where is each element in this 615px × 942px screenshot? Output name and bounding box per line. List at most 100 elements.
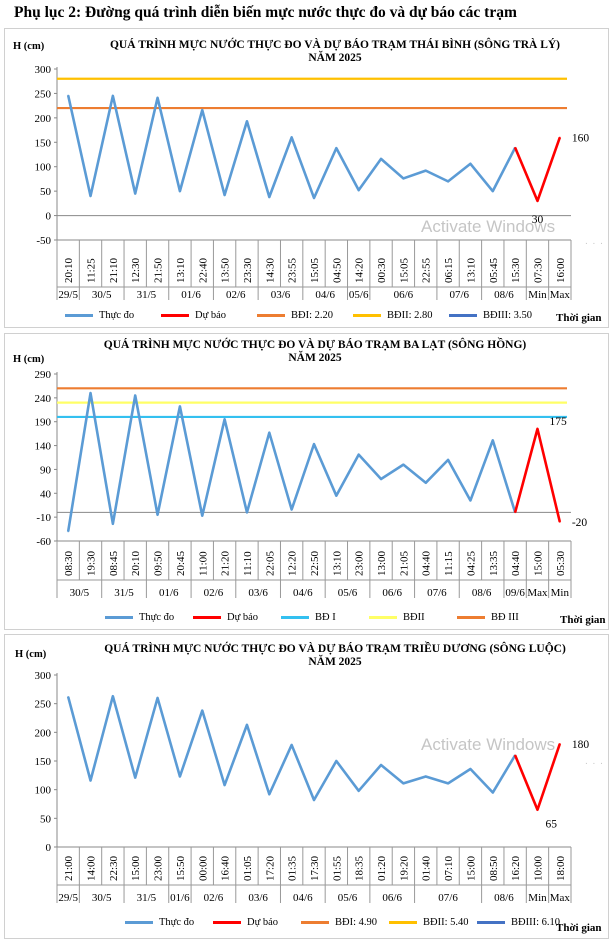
date-group-label: 29/5 [58,289,78,301]
observed-point [246,724,248,726]
legend-label: Dự báo [247,917,279,928]
x-tick-label: 06:15 [443,257,455,283]
observed-point [491,190,494,192]
x-tick-label: 21:10 [108,257,120,283]
chart-title-line1: QUÁ TRÌNH MỰC NƯỚC THỰC ĐO VÀ DỰ BÁO TRẠ… [109,39,561,51]
x-tick-label: 23:30 [242,257,254,283]
x-tick-label: 22:55 [421,257,433,283]
observed-point [134,192,137,195]
chart-title-line2: NĂM 2025 [288,352,342,364]
x-tick-label: 13:00 [376,550,388,576]
date-group-label: 07/6 [427,587,447,599]
date-group-label: Min [528,289,547,301]
legend-label: Dự báo [227,612,259,623]
date-group-label: 03/6 [248,587,268,599]
date-group-label: 06/6 [382,587,402,599]
observed-point [313,443,315,445]
date-group-label: 08/6 [494,289,514,301]
x-tick-label: 01:05 [242,855,254,881]
date-group-label: 02/6 [204,587,224,599]
legend-swatch [65,314,93,318]
legend-item: BĐ III [457,612,519,623]
date-group-label: 09/6 [505,587,525,599]
x-tick-label: 09:50 [153,550,165,576]
legend-label: BĐII: 2.80 [387,310,433,321]
legend-label: BĐII [403,612,425,623]
x-tick-label: 20:10 [130,550,142,576]
x-tick-label: 16:20 [510,855,522,881]
date-group-label: Max [550,289,571,301]
y-tick-label: 0 [46,842,52,854]
chart-title: QUÁ TRÌNH MỰC NƯỚC THỰC ĐO VÀ DỰ BÁO TRẠ… [65,643,605,669]
x-tick-label: 17:20 [264,855,276,881]
x-tick-label: 13:10 [331,550,343,576]
watermark-dots: . . . [585,756,604,767]
observed-point [424,775,427,778]
x-tick-label: 15:00 [130,855,142,881]
legend-swatch [369,616,397,620]
chart-panel-trieu-duong: QUÁ TRÌNH MỰC NƯỚC THỰC ĐO VÀ DỰ BÁO TRẠ… [4,634,609,939]
legend-item: Thực đo [125,917,194,928]
x-tick-label: 15:00 [532,550,544,576]
forecast-data-label: 175 [549,416,567,428]
x-tick-label: 15:00 [465,855,477,881]
forecast-data-label: 160 [572,132,590,144]
observed-point [112,695,114,698]
legend-item: Dự báo [161,310,226,321]
observed-point [402,782,405,785]
x-tick-label: 20:10 [63,257,75,283]
observed-point [179,775,181,778]
x-tick-label: 12:20 [287,550,299,576]
date-group-label: Min [528,892,547,904]
observed-point [201,109,204,111]
date-group-label: 04/6 [315,289,335,301]
x-tick-label: 01:35 [287,855,299,881]
date-group-label: 04/6 [293,892,313,904]
y-tick-label: 140 [35,441,52,453]
y-tick-label: 290 [35,369,52,381]
legend-label: Dự báo [195,310,227,321]
y-tick-label: 90 [40,464,52,476]
legend-swatch [353,314,381,318]
x-tick-label: 05:30 [555,550,567,576]
x-tick-label: 21:00 [63,855,75,881]
y-tick-label: 300 [35,670,52,682]
legend-item: Thực đo [65,310,134,321]
x-tick-label: 11:00 [197,551,209,576]
observed-point [447,782,449,785]
x-tick-label: 13:10 [465,257,477,283]
observed-point [447,180,449,183]
date-group-label: 04/6 [293,587,313,599]
x-tick-label: 14:30 [264,257,276,283]
legend-label: BĐI: 2.20 [291,310,333,321]
date-group-label: Min [551,587,570,599]
legend-label: BĐ III [491,612,519,623]
forecast-series-line [513,427,562,523]
legend-item: Dự báo [193,612,258,623]
legend-swatch [161,314,189,318]
forecast-point [536,808,539,811]
y-tick-label: 250 [35,88,52,100]
x-tick-label: 19:30 [86,550,98,576]
observed-point [246,120,248,123]
chart-title: QUÁ TRÌNH MỰC NƯỚC THỰC ĐO VÀ DỰ BÁO TRẠ… [45,339,585,365]
x-tick-label: 04:40 [510,550,522,576]
legend-item: BĐII: 5.40 [389,917,469,928]
observed-point [67,94,69,97]
x-tick-label: 22:05 [264,550,276,576]
legend-label: BĐI: 4.90 [335,917,377,928]
x-tick-label: 23:55 [287,257,299,283]
date-group-label: 06/6 [394,289,414,301]
chart-title-line1: QUÁ TRÌNH MỰC NƯỚC THỰC ĐO VÀ DỰ BÁO TRẠ… [103,339,527,351]
forecast-point [559,136,561,139]
date-group-label: 03/6 [271,289,291,301]
x-tick-label: 07:10 [443,855,455,881]
legend-swatch [457,616,485,620]
observed-point [179,405,181,408]
forecast-data-label: 180 [572,739,590,751]
chart-legend: Thực đo Dự báo BĐ I BĐII BĐ III [105,612,545,626]
y-tick-label: 250 [35,699,52,711]
observed-point [313,197,315,199]
chart-svg: 0 50 100 150 200 250 300 21:00 14:00 22:30 15:00 23… [35,670,590,904]
observed-point [491,791,494,794]
